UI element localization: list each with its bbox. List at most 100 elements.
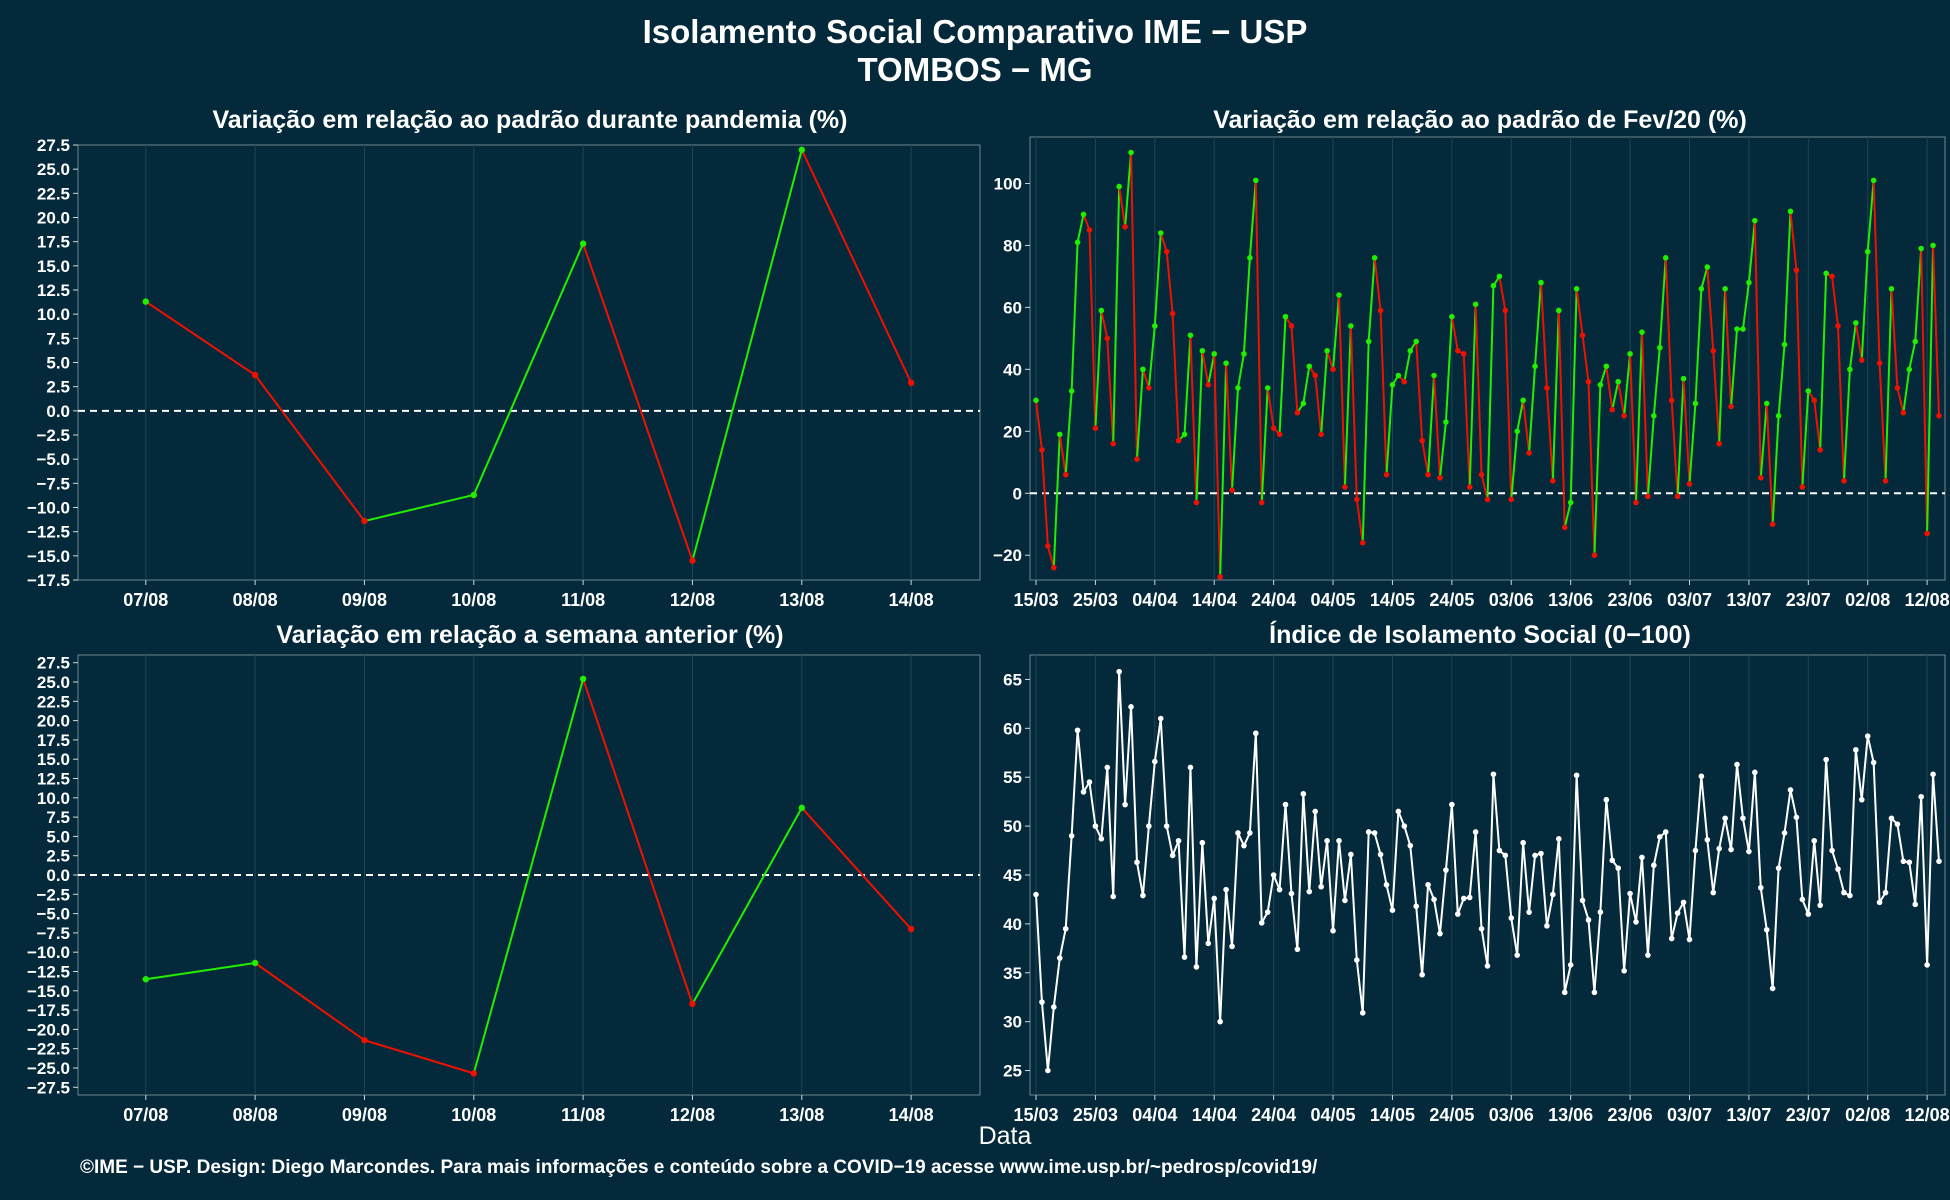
series-segment — [1872, 180, 1881, 364]
data-point — [1787, 208, 1794, 215]
series-segment — [1326, 350, 1334, 370]
series-segment — [1189, 767, 1198, 967]
data-point — [1348, 851, 1354, 858]
data-point — [1389, 382, 1396, 388]
data-point — [1419, 971, 1425, 978]
series-segment — [1195, 842, 1204, 967]
series-segment — [1201, 350, 1210, 386]
series-segment — [1064, 835, 1073, 929]
data-point — [1466, 484, 1473, 490]
data-point — [1668, 397, 1675, 404]
data-point — [1752, 769, 1758, 776]
series-segment — [1563, 502, 1572, 528]
series-segment — [1617, 868, 1626, 971]
plot-frame — [1029, 654, 1946, 1096]
series-segment — [1522, 400, 1531, 454]
x-tick-label: 09/08 — [342, 1105, 387, 1125]
series-segment — [1640, 332, 1649, 497]
series-segment — [1902, 369, 1911, 413]
data-point — [1746, 279, 1752, 286]
series-segment — [1551, 310, 1560, 481]
data-point — [1579, 332, 1586, 339]
series-segment — [1629, 893, 1637, 923]
series-segment — [1706, 839, 1715, 893]
series-segment — [1510, 917, 1519, 956]
data-point — [1175, 437, 1182, 444]
data-point — [1181, 431, 1188, 438]
x-tick-label: 25/03 — [1073, 1105, 1118, 1125]
data-point — [1876, 899, 1883, 906]
y-tick-label: −17.5 — [27, 1001, 70, 1020]
series-segment — [1385, 884, 1394, 911]
data-point — [1039, 999, 1045, 1005]
series-segment — [1248, 180, 1257, 258]
data-point — [1068, 833, 1075, 839]
data-point — [1490, 771, 1497, 778]
series-segment — [1076, 214, 1085, 243]
data-point — [1502, 307, 1509, 314]
data-point — [1894, 385, 1901, 391]
y-tick-label: 35 — [1003, 964, 1022, 983]
data-point — [1645, 952, 1651, 958]
series-segment — [1427, 375, 1436, 475]
data-point — [1799, 484, 1806, 490]
x-tick-label: 23/07 — [1786, 1105, 1831, 1125]
data-point — [1241, 842, 1247, 849]
data-point — [1270, 872, 1277, 878]
data-point — [1864, 248, 1871, 255]
series-segment — [254, 962, 366, 1042]
series-segment — [1052, 434, 1061, 568]
series-segment — [1920, 248, 1929, 534]
series-segment — [364, 493, 475, 523]
series-segment — [1569, 288, 1578, 503]
x-tick-label: 04/04 — [1132, 1105, 1177, 1125]
series-segment — [1177, 840, 1186, 958]
data-point — [1478, 925, 1485, 932]
series-segment — [1700, 776, 1709, 840]
series-segment — [1557, 310, 1566, 528]
series-segment — [1201, 842, 1210, 944]
data-point — [1140, 892, 1146, 899]
data-point — [1633, 919, 1639, 925]
data-point — [1068, 388, 1075, 394]
series-segment — [1165, 825, 1174, 856]
data-point — [1282, 313, 1289, 320]
y-tick-label: −22.5 — [27, 1040, 70, 1059]
y-tick-label: −2.5 — [36, 426, 70, 445]
x-tick-label: 09/08 — [342, 590, 387, 610]
series-segment — [1474, 304, 1483, 475]
series-segment — [1664, 831, 1673, 939]
data-point — [1561, 524, 1568, 531]
data-point — [1740, 326, 1746, 332]
data-point — [1193, 964, 1200, 970]
series-segment — [1896, 387, 1905, 413]
y-tick-label: 25.0 — [37, 673, 70, 692]
series-segment — [1355, 959, 1364, 1013]
data-point — [1080, 211, 1087, 218]
data-point — [1276, 886, 1283, 893]
series-segment — [1920, 796, 1929, 965]
data-point — [1098, 307, 1105, 314]
data-point — [470, 491, 477, 499]
series-segment — [1058, 434, 1067, 475]
data-point — [1443, 419, 1449, 425]
data-point — [1056, 431, 1063, 438]
series-segment — [1599, 799, 1608, 913]
data-point — [1152, 758, 1158, 765]
data-point — [1229, 943, 1235, 950]
series-segment — [1854, 322, 1863, 361]
data-point — [1930, 242, 1936, 249]
x-tick-label: 14/04 — [1192, 1105, 1237, 1125]
y-tick-label: 17.5 — [37, 731, 70, 750]
series-segment — [1266, 387, 1275, 429]
series-segment — [1528, 855, 1537, 913]
data-point — [1371, 255, 1378, 261]
series-segment — [1189, 335, 1198, 503]
data-point — [1270, 425, 1277, 432]
series-segment — [1046, 1006, 1055, 1071]
data-point — [1888, 285, 1895, 292]
x-tick-label: 24/05 — [1429, 590, 1474, 610]
data-point — [1550, 891, 1556, 898]
data-point — [1460, 351, 1467, 357]
series-segment — [1332, 840, 1340, 931]
